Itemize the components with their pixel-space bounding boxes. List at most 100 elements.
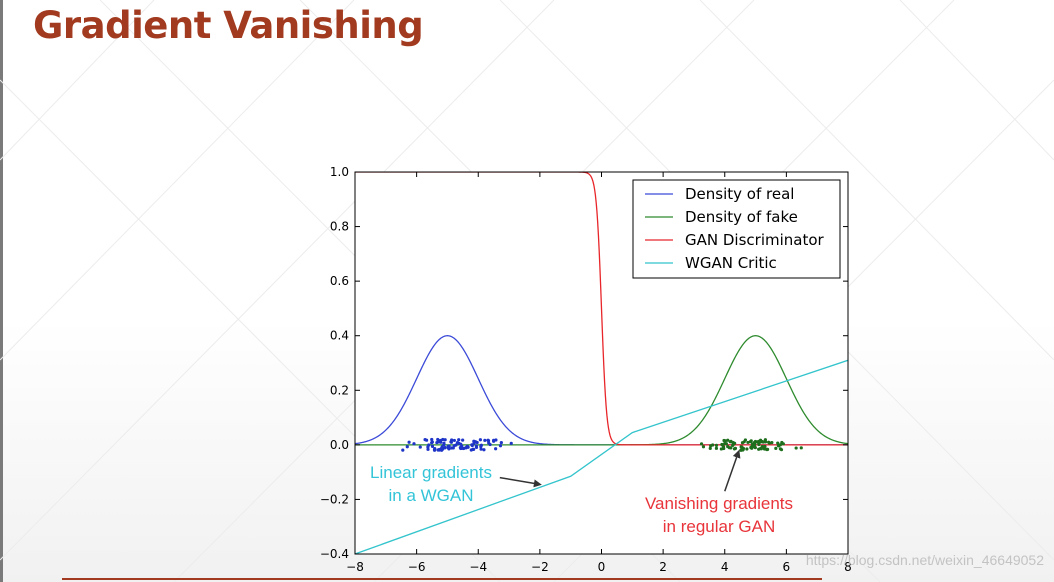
y-tick-label: 0.6 <box>330 274 349 288</box>
legend-label-density-of-fake: Density of fake <box>685 208 798 226</box>
annotation-text: Linear gradients <box>370 463 492 482</box>
x-tick-label: 8 <box>844 560 852 574</box>
scatter-point-real-samples <box>475 440 479 445</box>
scatter-point-real-samples <box>482 448 486 452</box>
scatter-point-fake-samples <box>740 445 744 449</box>
scatter-point-real-samples <box>455 441 460 445</box>
scatter-point-real-samples <box>461 438 465 442</box>
scatter-point-real-samples <box>447 444 451 448</box>
y-tick-label: −0.4 <box>320 547 349 561</box>
scatter-point-real-samples <box>440 445 444 449</box>
scatter-point-real-samples <box>449 440 453 444</box>
scatter-point-real-samples <box>432 448 437 452</box>
scatter-point-fake-samples <box>743 438 748 442</box>
scatter-point-fake-samples <box>765 447 769 452</box>
scatter-point-fake-samples <box>770 441 774 445</box>
legend-box <box>632 179 841 279</box>
x-tick-label: −4 <box>469 560 487 574</box>
scatter-point-real-samples <box>407 440 411 444</box>
annotation-text: in regular GAN <box>663 517 775 536</box>
legend-label-gan-discriminator: GAN Discriminator <box>685 231 825 249</box>
scatter-point-fake-samples <box>739 448 744 452</box>
scatter-point-real-samples <box>479 447 483 451</box>
scatter-point-real-samples <box>452 438 456 443</box>
scatter-point-real-samples <box>498 444 503 448</box>
y-tick-label: 0.8 <box>330 220 349 234</box>
watermark: https://blog.csdn.net/weixin_46649052 <box>805 552 1044 568</box>
x-tick-label: 4 <box>721 560 729 574</box>
y-tick-label: 1.0 <box>330 165 349 179</box>
scatter-point-fake-samples <box>723 441 727 446</box>
scatter-point-fake-samples <box>714 443 719 447</box>
scatter-point-fake-samples <box>731 440 735 445</box>
scatter-point-fake-samples <box>774 446 778 450</box>
x-tick-label: 2 <box>659 560 667 574</box>
annotation-text: Vanishing gradients <box>645 494 793 513</box>
scatter-point-real-samples <box>412 442 416 446</box>
y-tick-label: 0.0 <box>330 438 349 452</box>
slide-left-border <box>0 0 3 582</box>
x-tick-label: 0 <box>598 560 606 574</box>
scatter-point-fake-samples <box>761 440 765 444</box>
scatter-point-fake-samples <box>757 439 761 443</box>
legend-label-wgan-critic: WGAN Critic <box>685 254 777 272</box>
scatter-point-real-samples <box>492 438 496 442</box>
scatter-point-fake-samples <box>757 442 761 447</box>
x-tick-label: −2 <box>531 560 549 574</box>
scatter-point-real-samples <box>478 438 482 442</box>
scatter-point-real-samples <box>494 447 498 451</box>
scatter-point-real-samples <box>418 445 422 449</box>
scatter-point-fake-samples <box>701 445 706 449</box>
scatter-point-fake-samples <box>699 442 704 446</box>
scatter-point-real-samples <box>430 437 434 442</box>
scatter-point-fake-samples <box>794 446 798 450</box>
scatter-point-real-samples <box>423 438 427 442</box>
slide-title: Gradient Vanishing <box>33 4 424 47</box>
scatter-point-real-samples <box>426 445 430 449</box>
scatter-point-fake-samples <box>758 447 762 451</box>
scatter-point-real-samples <box>483 438 487 442</box>
legend-label-density-of-real: Density of real <box>685 185 794 203</box>
annotation-arrow <box>499 476 542 488</box>
scatter-point-real-samples <box>471 447 475 451</box>
x-tick-label: 6 <box>783 560 791 574</box>
scatter-point-fake-samples <box>719 447 723 451</box>
y-tick-label: −0.2 <box>320 492 349 506</box>
scatter-point-real-samples <box>443 446 447 450</box>
scatter-point-fake-samples <box>726 445 730 449</box>
scatter-point-fake-samples <box>732 447 737 451</box>
scatter-point-real-samples <box>450 438 454 442</box>
scatter-point-fake-samples <box>762 445 766 449</box>
scatter-point-fake-samples <box>780 440 784 445</box>
scatter-point-real-samples <box>470 443 474 448</box>
scatter-point-real-samples <box>430 444 435 449</box>
series-line-density-of-fake <box>355 335 848 446</box>
scatter-point-fake-samples <box>745 447 749 451</box>
y-tick-label: 0.2 <box>330 383 349 397</box>
scatter-point-real-samples <box>426 447 430 451</box>
scatter-point-real-samples <box>435 440 439 445</box>
scatter-point-fake-samples <box>714 446 719 450</box>
scatter-point-real-samples <box>457 438 461 442</box>
scatter-point-fake-samples <box>763 438 767 442</box>
annotation-text: in a WGAN <box>388 486 473 505</box>
scatter-point-fake-samples <box>722 438 726 443</box>
scatter-point-real-samples <box>443 438 447 442</box>
scatter-point-fake-samples <box>778 447 783 451</box>
scatter-point-real-samples <box>479 445 483 449</box>
scatter-point-real-samples <box>442 443 446 447</box>
scatter-point-fake-samples <box>752 440 757 444</box>
x-tick-label: −8 <box>346 560 364 574</box>
scatter-point-real-samples <box>458 446 462 450</box>
scatter-point-real-samples <box>436 448 440 452</box>
series-line-gan-discriminator <box>355 172 848 446</box>
scatter-point-fake-samples <box>726 438 730 442</box>
y-tick-label: 0.4 <box>330 329 349 343</box>
scatter-point-fake-samples <box>799 446 803 450</box>
x-tick-label: −6 <box>408 560 426 574</box>
scatter-point-fake-samples <box>711 443 715 447</box>
scatter-point-fake-samples <box>748 440 752 444</box>
scatter-point-real-samples <box>488 442 492 447</box>
scatter-point-fake-samples <box>753 445 757 449</box>
